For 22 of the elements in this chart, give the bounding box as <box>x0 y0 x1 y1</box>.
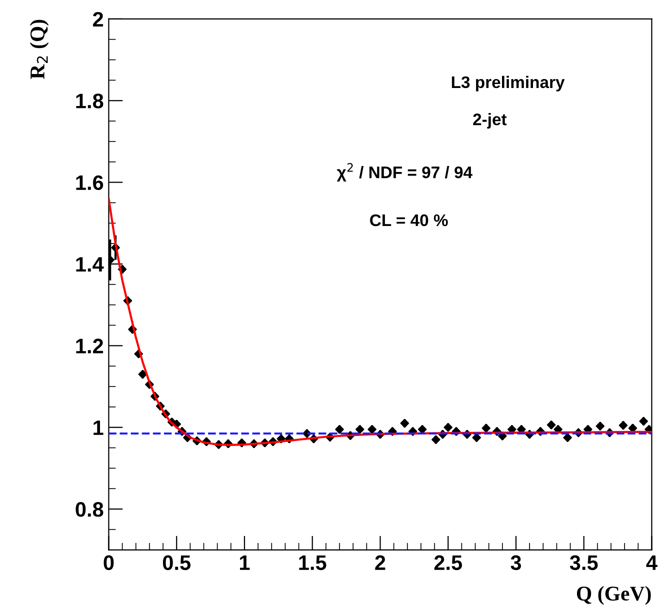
x-axis-title: Q (GeV) <box>576 586 651 605</box>
x-tick-label: 2.5 <box>434 555 462 570</box>
y-tick-label: 1 <box>94 420 104 435</box>
y-tick-label: 1.2 <box>76 338 104 354</box>
y-axis-title: R$_{2}$ (Q) <box>30 20 49 80</box>
annotation: χ$^{2}$ / NDF = 97 / 94 <box>336 163 472 182</box>
x-tick-label: 0.5 <box>162 555 191 570</box>
annotation: 2-jet <box>473 113 507 129</box>
y-tick-label: 0.8 <box>76 502 104 517</box>
y-tick-label: 2 <box>93 12 104 26</box>
y-tick-label: 1.8 <box>76 94 104 108</box>
annotation: L3 preliminary <box>452 76 565 92</box>
x-tick-label: 0 <box>104 555 114 570</box>
annotation: CL = 40 % <box>370 214 448 226</box>
y-tick-label: 1.4 <box>76 257 104 272</box>
x-tick-label: 3 <box>510 555 522 570</box>
x-tick-label: 2 <box>375 555 386 570</box>
y-tick-label: 1.6 <box>76 175 104 190</box>
x-tick-label: 4 <box>646 556 658 570</box>
x-tick-label: 3.5 <box>570 555 598 570</box>
x-tick-label: 1.5 <box>299 556 326 570</box>
x-tick-label: 1 <box>240 556 250 570</box>
